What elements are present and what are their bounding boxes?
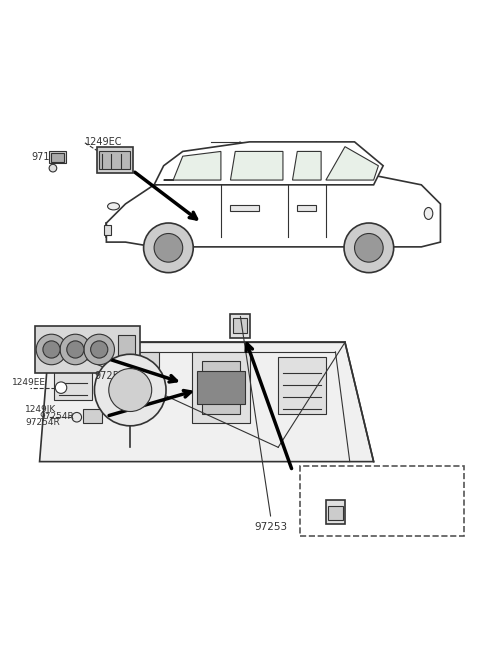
Circle shape (49, 164, 57, 172)
Polygon shape (230, 152, 283, 180)
Polygon shape (326, 147, 378, 180)
Polygon shape (39, 342, 373, 462)
Ellipse shape (108, 203, 120, 210)
Bar (230, 205, 259, 211)
Bar (197, 371, 245, 404)
Bar (97, 147, 132, 173)
Bar (35, 325, 140, 373)
Circle shape (72, 413, 82, 422)
Bar (328, 506, 343, 520)
Circle shape (84, 334, 115, 365)
Bar (202, 361, 240, 414)
Polygon shape (164, 152, 221, 180)
Bar (192, 352, 250, 423)
Circle shape (355, 234, 383, 262)
Bar (104, 226, 111, 235)
Circle shape (154, 234, 183, 262)
Text: 97254: 97254 (373, 506, 407, 517)
Bar (278, 357, 326, 414)
Bar (233, 318, 247, 333)
Text: 1249JK: 1249JK (25, 405, 57, 414)
Circle shape (91, 341, 108, 358)
Text: 97254R: 97254R (39, 412, 74, 420)
Ellipse shape (424, 207, 433, 219)
Text: 1249EC: 1249EC (85, 137, 122, 147)
Circle shape (43, 341, 60, 358)
Text: 97253: 97253 (254, 522, 288, 532)
Bar (326, 500, 345, 523)
Bar (300, 466, 464, 535)
Bar (50, 153, 64, 162)
Polygon shape (154, 142, 383, 185)
Text: 97158: 97158 (31, 152, 62, 162)
Bar (54, 361, 92, 400)
Circle shape (344, 223, 394, 273)
Text: 97254R: 97254R (25, 419, 60, 428)
Polygon shape (292, 152, 321, 180)
Bar (118, 335, 135, 364)
Text: (W/O AUTO LIGHT: (W/O AUTO LIGHT (338, 475, 425, 485)
Polygon shape (107, 175, 441, 247)
Bar (102, 352, 159, 380)
Circle shape (60, 334, 91, 365)
Circle shape (55, 382, 67, 394)
Circle shape (95, 354, 166, 426)
Bar (297, 205, 316, 211)
Text: 1249EE: 1249EE (12, 379, 46, 388)
Circle shape (109, 369, 152, 411)
Bar (83, 409, 102, 423)
Bar (49, 152, 66, 163)
Bar (99, 151, 130, 169)
Circle shape (144, 223, 193, 273)
Circle shape (36, 334, 67, 365)
Circle shape (67, 341, 84, 358)
Text: SENSOR): SENSOR) (360, 489, 404, 499)
Text: 97250A: 97250A (95, 371, 132, 380)
Bar (230, 314, 250, 338)
